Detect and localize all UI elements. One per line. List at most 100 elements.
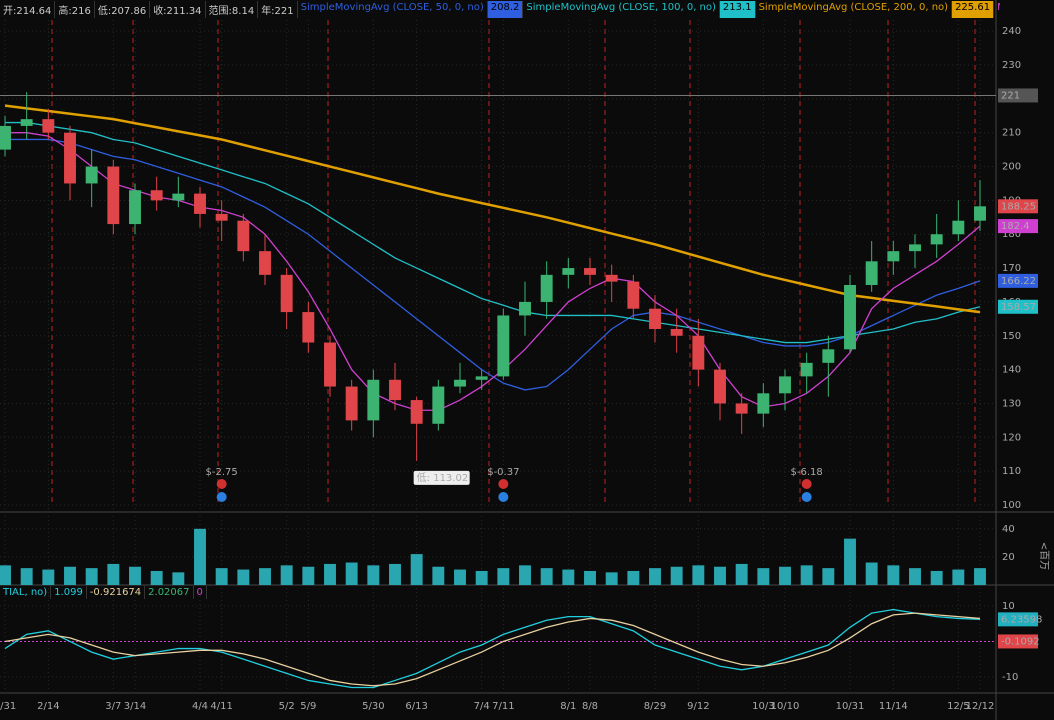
candle-body [215, 213, 228, 221]
candle-body [237, 220, 250, 252]
y-tick-label: 230 [1002, 60, 1021, 71]
x-tick-label: 5/9 [300, 701, 316, 712]
quote-field: 年:221 [258, 1, 298, 18]
last-price-tag-bg [998, 199, 1038, 214]
x-tick-label: 8/8 [582, 701, 598, 712]
candle-body [454, 379, 466, 387]
candle-body [735, 403, 748, 414]
low-label: 低: 113.02 [417, 471, 469, 484]
volume-bar [757, 568, 770, 585]
moving-average [5, 138, 981, 391]
histogram-tag: -0.1092 [1001, 636, 1040, 647]
x-tick-label: 10/3 [752, 701, 774, 712]
candle-body [150, 190, 163, 201]
last-price-tag: 188.25 [1001, 201, 1036, 212]
y-tick-label: 200 [1002, 162, 1021, 173]
low-label-bg [413, 470, 470, 485]
y-tick-label: -10 [1002, 672, 1018, 683]
candle-body [259, 251, 271, 275]
y-tick-label: 180 [1002, 229, 1021, 240]
macd-tag: 6.23598 [1001, 614, 1042, 625]
header-row: 开:214.64 高:216 低:207.86 收:211.34 范围:8.14 年:22… [0, 1, 1000, 18]
y-tick-label: 40 [1002, 524, 1015, 535]
legend-value: 213.1 [719, 1, 756, 18]
candle-body [172, 193, 185, 201]
volume-bar [172, 572, 185, 585]
candle-body [345, 386, 358, 421]
y-tick-label: 170 [1002, 263, 1021, 274]
candle-body [389, 379, 401, 401]
volume-bar [454, 569, 466, 585]
quote-field: 开:214.64 [0, 1, 56, 18]
volume-bar [324, 563, 336, 585]
x-tick-label: 1/31 [0, 701, 16, 712]
candle-body [562, 268, 575, 275]
volume-bar [627, 570, 640, 585]
candle-body [670, 329, 683, 336]
volume-bar [735, 563, 748, 585]
y-tick-label: 100 [1002, 500, 1021, 511]
volume-bar [237, 569, 250, 585]
candle-body [20, 119, 33, 126]
volume-bar [822, 568, 835, 585]
legend-value: 225.61 [952, 1, 995, 18]
y-tick-label: 210 [1002, 128, 1021, 139]
volume-bar [670, 566, 683, 585]
ma-value-tag-bg [998, 219, 1038, 234]
candle-body [974, 206, 986, 221]
volume-bar [215, 568, 228, 585]
macd-header-row: TIAL, no) 1.099 -0.921674 2.02067 0 [0, 586, 1000, 599]
candle-body [64, 132, 76, 184]
event-label: $-2.75 [206, 467, 238, 478]
candle-body [909, 244, 921, 252]
event-icon [216, 479, 227, 489]
histogram-tag-bg [998, 634, 1038, 649]
x-tick-label: 12/12 [966, 701, 995, 712]
candle-body [822, 349, 835, 363]
macd-tag-bg [998, 612, 1038, 627]
candle-body [800, 362, 813, 377]
x-tick-label: 12/5 [947, 701, 969, 712]
volume-bar [930, 570, 943, 585]
volume-bar [107, 563, 120, 585]
volume-bar [64, 566, 76, 585]
volume-bar [800, 565, 813, 585]
macd-readout: 1.099 [51, 586, 87, 599]
candle-body [865, 261, 878, 285]
x-tick-label: 3/14 [124, 701, 146, 712]
volume-bar [952, 569, 965, 585]
x-tick-label: 4/11 [210, 701, 232, 712]
x-tick-label: 4/4 [192, 701, 208, 712]
candle-body [475, 376, 488, 380]
volume-bar [714, 566, 726, 585]
y-tick-label: 20 [1002, 552, 1015, 563]
quote-field: 收:211.34 [150, 1, 206, 18]
volume-bar [42, 569, 55, 585]
candle-body [627, 281, 640, 309]
candle-body [757, 393, 770, 414]
ma-value-tag: 182.4 [1001, 221, 1030, 232]
x-tick-label: 2/14 [37, 701, 59, 712]
candle-body [367, 379, 380, 421]
volume-bar [865, 562, 878, 585]
x-tick-label: 9/12 [687, 701, 709, 712]
x-tick-label: 6/13 [405, 701, 427, 712]
volume-bar [844, 538, 856, 585]
x-tick-label: 5/2 [279, 701, 295, 712]
volume-bar [259, 568, 271, 585]
reference-label-bg [998, 88, 1038, 103]
candle-body [42, 119, 55, 133]
volume-bar [887, 565, 900, 585]
volume-bar [150, 570, 163, 585]
macd-line [4, 612, 981, 687]
macd-readout: TIAL, no) [0, 586, 52, 599]
candle-body [324, 342, 336, 387]
volume-bar [519, 565, 531, 585]
event-icon [801, 479, 812, 489]
candle-body [410, 400, 423, 424]
candle-body [540, 274, 553, 302]
volume-bar [20, 568, 33, 585]
volume-bar [345, 562, 358, 585]
